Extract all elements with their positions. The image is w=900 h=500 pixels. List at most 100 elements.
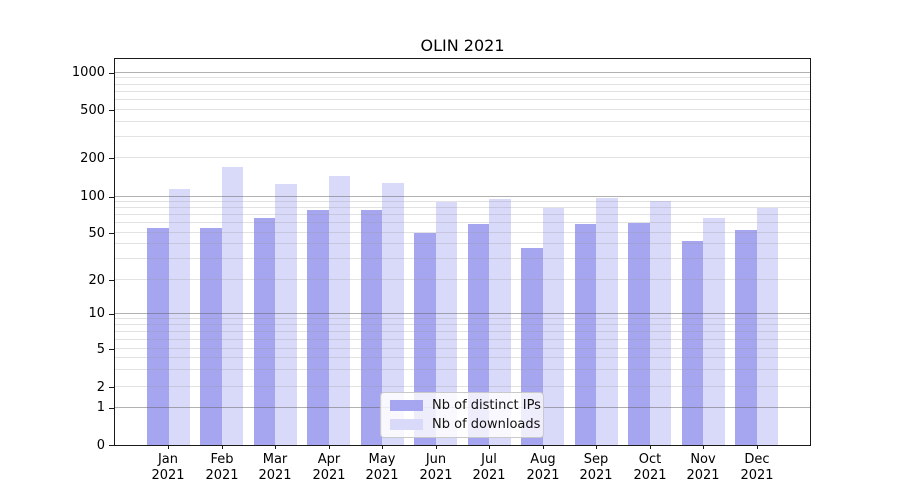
x-tick-year-jul: 2021 <box>472 468 506 483</box>
legend-label-downloads: Nb of downloads <box>432 417 541 432</box>
y-tick-label-1: 1 <box>96 400 105 416</box>
y-tick-label-200: 200 <box>80 150 105 166</box>
x-tick-mark-aug <box>543 445 544 449</box>
x-tick-month-mar: Mar <box>262 452 288 467</box>
x-tick-mark-sep <box>596 445 597 449</box>
y-tick-mark-1000 <box>109 73 114 74</box>
bar-downloads-sep <box>596 197 618 445</box>
x-tick-label-jun: Jun 2021 <box>406 452 466 484</box>
x-tick-month-jul: Jul <box>481 452 497 467</box>
x-tick-year-dec: 2021 <box>740 468 774 483</box>
legend-swatch-downloads <box>390 419 423 430</box>
x-tick-year-feb: 2021 <box>205 468 239 483</box>
x-tick-year-sep: 2021 <box>579 468 613 483</box>
y-tick-mark-500 <box>109 110 114 111</box>
y-tick-mark-1 <box>109 408 114 409</box>
bar-downloads-aug <box>542 208 565 445</box>
bar-ips-jul <box>467 223 490 445</box>
bar-ips-dec <box>735 230 757 445</box>
y-tick-mark-50 <box>109 233 114 234</box>
bar-downloads-jun <box>435 201 458 445</box>
bar-downloads-mar <box>275 184 297 445</box>
x-tick-month-oct: Oct <box>638 452 662 467</box>
x-tick-month-jun: Jun <box>425 452 447 467</box>
bar-ips-jan <box>147 228 169 445</box>
bar-ips-oct <box>628 222 650 445</box>
x-tick-month-feb: Feb <box>210 452 234 467</box>
bar-ips-mar <box>253 217 276 445</box>
x-tick-mark-apr <box>329 445 330 449</box>
x-tick-month-nov: Nov <box>690 452 716 467</box>
x-tick-mark-dec <box>757 445 758 449</box>
y-tick-mark-2 <box>109 387 114 388</box>
x-tick-year-mar: 2021 <box>258 468 292 483</box>
x-tick-month-sep: Sep <box>583 452 609 467</box>
bar-ips-apr <box>307 210 329 445</box>
x-tick-label-aug: Aug 2021 <box>513 452 573 484</box>
y-tick-label-0: 0 <box>96 437 105 453</box>
x-tick-label-may: May 2021 <box>352 452 412 484</box>
x-tick-label-oct: Oct 2021 <box>620 452 680 484</box>
y-tick-mark-10 <box>109 314 114 315</box>
legend-item-downloads: Nb of downloads <box>390 417 540 432</box>
x-tick-label-nov: Nov 2021 <box>673 452 733 484</box>
bar-ips-nov <box>681 240 704 445</box>
x-tick-month-dec: Dec <box>744 452 770 467</box>
x-tick-mark-mar <box>275 445 276 449</box>
y-tick-label-50: 50 <box>88 225 105 241</box>
x-tick-month-aug: Aug <box>530 452 556 467</box>
x-tick-year-nov: 2021 <box>686 468 720 483</box>
x-tick-month-apr: Apr <box>317 452 341 467</box>
x-tick-year-apr: 2021 <box>312 468 346 483</box>
legend: Nb of distinct IPs Nb of downloads <box>380 392 544 438</box>
y-tick-label-10: 10 <box>88 306 105 322</box>
bar-downloads-apr <box>328 175 351 445</box>
x-tick-year-oct: 2021 <box>633 468 667 483</box>
x-tick-mark-jul <box>489 445 490 449</box>
bar-downloads-may <box>382 183 404 445</box>
x-tick-mark-nov <box>703 445 704 449</box>
x-tick-mark-may <box>382 445 383 449</box>
y-tick-mark-100 <box>109 197 114 198</box>
x-tick-mark-feb <box>222 445 223 449</box>
x-tick-label-sep: Sep 2021 <box>566 452 626 484</box>
y-tick-label-5: 5 <box>96 341 105 357</box>
bar-ips-feb <box>200 228 222 445</box>
bar-downloads-nov <box>703 217 725 445</box>
x-tick-label-feb: Feb 2021 <box>192 452 252 484</box>
x-tick-mark-jun <box>436 445 437 449</box>
x-tick-month-may: May <box>368 452 396 467</box>
x-tick-mark-jan <box>168 445 169 449</box>
x-tick-label-dec: Dec 2021 <box>727 452 787 484</box>
y-tick-mark-0 <box>109 445 114 446</box>
bar-downloads-jan <box>168 188 190 445</box>
legend-label-distinct-ips: Nb of distinct IPs <box>432 398 541 413</box>
x-tick-label-apr: Apr 2021 <box>299 452 359 484</box>
x-tick-year-jun: 2021 <box>419 468 453 483</box>
chart-title: OLIN 2021 <box>420 36 505 55</box>
legend-item-distinct-ips: Nb of distinct IPs <box>390 398 541 413</box>
y-tick-mark-5 <box>109 349 114 350</box>
x-tick-year-may: 2021 <box>365 468 399 483</box>
y-tick-label-20: 20 <box>88 272 105 288</box>
bar-downloads-jul <box>489 199 511 445</box>
y-tick-mark-20 <box>109 280 114 281</box>
y-tick-label-1000: 1000 <box>71 65 105 81</box>
plot-area: Nb of distinct IPs Nb of downloads <box>114 58 811 446</box>
bar-ips-may <box>360 209 383 445</box>
y-tick-label-100: 100 <box>80 189 105 205</box>
x-tick-label-jan: Jan 2021 <box>138 452 198 484</box>
y-tick-label-500: 500 <box>80 102 105 118</box>
x-tick-month-jan: Jan <box>157 452 179 467</box>
x-tick-year-aug: 2021 <box>526 468 560 483</box>
bar-ips-sep <box>574 223 597 445</box>
x-tick-label-mar: Mar 2021 <box>245 452 305 484</box>
bars-layer <box>115 59 810 445</box>
y-tick-label-2: 2 <box>96 379 105 395</box>
x-tick-year-jan: 2021 <box>151 468 185 483</box>
x-tick-label-jul: Jul 2021 <box>459 452 519 484</box>
legend-swatch-distinct-ips <box>390 400 423 411</box>
x-tick-mark-oct <box>650 445 651 449</box>
bar-downloads-feb <box>221 167 244 445</box>
